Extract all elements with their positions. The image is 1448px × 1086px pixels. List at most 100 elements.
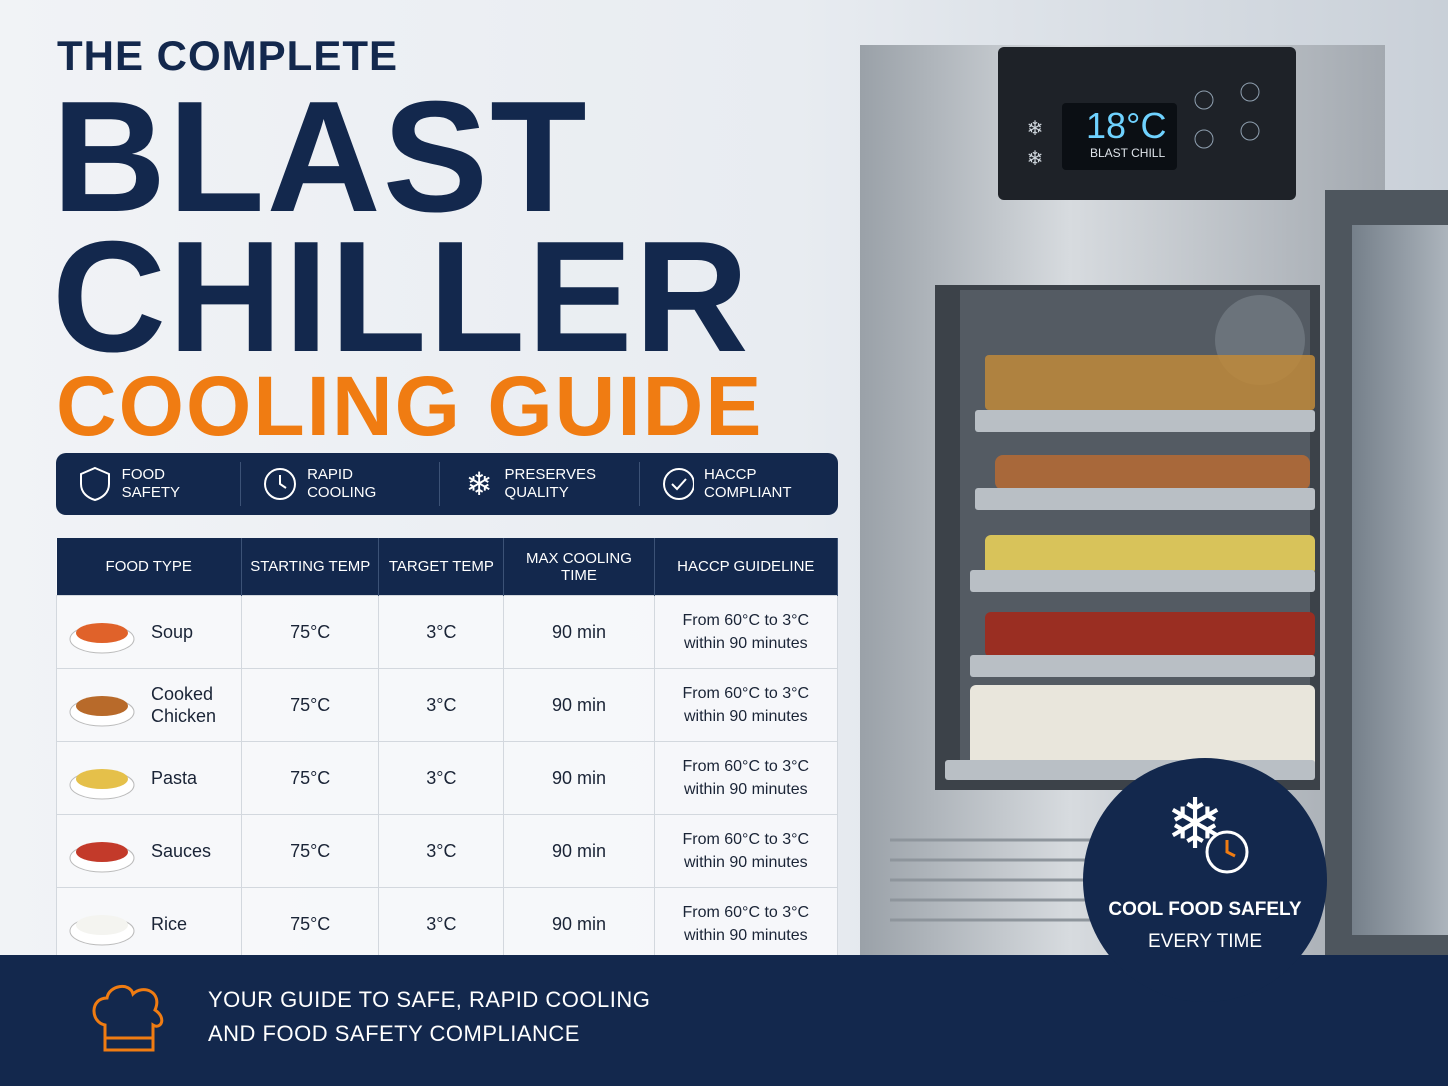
callout-subtitle: EVERY TIME (1147, 931, 1263, 952)
table-cell: From 60°C to 3°C within 90 minutes (653, 814, 839, 888)
table-cell: 75°C (240, 814, 380, 888)
cell-text: From 60°C to 3°C within 90 minutes (682, 611, 810, 652)
table-cell: 90 min (503, 741, 655, 815)
food-icon (69, 842, 135, 873)
table-cell: Rice (56, 887, 242, 961)
cell-text: 90 min (551, 840, 606, 861)
svg-text:❄: ❄ (1027, 118, 1044, 140)
cell-text: 75°C (290, 767, 331, 788)
header-row: FOOD TYPE STARTING TEMP TARGET TEMP MAX COO… (56, 538, 839, 596)
table-cell: Cooked Chicken (56, 668, 242, 742)
cell-text: 75°C (290, 694, 331, 715)
table-cell: 90 min (503, 814, 655, 888)
feature-label: PRESERVES QUALITY (504, 466, 596, 501)
food-icon (69, 769, 135, 800)
feature-label: FOOD SAFETY (121, 466, 181, 501)
feature: HACCP COMPLIANT (640, 462, 838, 506)
column-header: TARGET TEMP (378, 538, 505, 596)
table-cell: 90 min (503, 887, 655, 961)
svg-text:❄: ❄ (466, 467, 493, 501)
feature-bar: FOOD SAFETY RAPID COOLING ❄ PRESERVES QUA… (56, 453, 838, 515)
cell-text: 75°C (290, 621, 331, 642)
table-cell: From 60°C to 3°C within 90 minutes (653, 741, 839, 815)
food-cell: Cooked Chicken (67, 680, 240, 730)
food-icon (69, 623, 135, 654)
food-cell: Pasta (67, 753, 240, 803)
food-name: Sauces (151, 840, 212, 861)
title-line: CHILLER (52, 209, 751, 385)
snow-icon: ❄ (466, 467, 493, 501)
column-header: MAX COOLING TIME (503, 538, 655, 596)
food-name: Cooked Chicken (151, 683, 217, 727)
cell-text: 3°C (426, 840, 457, 861)
cell-text: 3°C (426, 694, 457, 715)
table-cell: From 60°C to 3°C within 90 minutes (653, 668, 839, 742)
table-cell: 90 min (503, 595, 655, 669)
callout-title: COOL FOOD SAFELY (1108, 899, 1302, 920)
table-cell: Soup (56, 595, 242, 669)
svg-text:❄: ❄ (1027, 148, 1044, 170)
cell-text: 90 min (551, 694, 606, 715)
table-cell: 75°C (240, 741, 380, 815)
cell-text: 75°C (290, 840, 331, 861)
table-cell: 3°C (378, 741, 505, 815)
chef-hat-icon (92, 985, 164, 1052)
table-row: Pasta 75°C 3°C 90 min From 60°C to 3°C withi… (56, 741, 839, 815)
food-cell: Rice (67, 899, 240, 949)
title-line: BLAST (52, 69, 589, 245)
table-row: Rice 75°C 3°C 90 min From 60°C to 3°C within… (56, 887, 839, 961)
cell-text: From 60°C to 3°C within 90 minutes (682, 757, 810, 798)
cell-text: 90 min (551, 767, 606, 788)
table-cell: 3°C (378, 595, 505, 669)
column-header: FOOD TYPE (56, 538, 242, 596)
column-header: STARTING TEMP (241, 538, 380, 596)
table-row: Soup 75°C 3°C 90 min From 60°C to 3°C within… (56, 595, 839, 669)
check-icon (662, 468, 694, 500)
table-row: Sauces 75°C 3°C 90 min From 60°C to 3°C with… (56, 814, 839, 888)
table-cell: 3°C (378, 887, 505, 961)
table-cell: 75°C (240, 668, 380, 742)
column-header: HACCP GUIDELINE (654, 538, 839, 596)
feature: RAPID COOLING (241, 462, 441, 506)
feature: ❄ PRESERVES QUALITY (440, 462, 640, 506)
table-cell: 3°C (378, 814, 505, 888)
shield-icon (80, 466, 110, 502)
subtitle: COOLING GUIDE (56, 359, 764, 453)
display-mode: BLAST CHILL (1090, 146, 1166, 160)
cooling-table: FOOD TYPE STARTING TEMP TARGET TEMP MAX COO… (56, 538, 839, 961)
food-name: Pasta (151, 767, 198, 788)
food-name: Rice (151, 913, 188, 934)
display-temp: 18°C (1086, 105, 1167, 146)
pre-title: THE COMPLETE (57, 32, 399, 79)
food-cell: Sauces (67, 826, 240, 876)
cell-text: From 60°C to 3°C within 90 minutes (682, 830, 810, 871)
food-icon (69, 696, 135, 727)
cell-text: 3°C (426, 913, 457, 934)
feature-label: HACCP COMPLIANT (704, 466, 792, 501)
food-icon (69, 915, 135, 946)
feature-label: RAPID COOLING (307, 466, 377, 501)
table-cell: 90 min (503, 668, 655, 742)
clock-icon (264, 468, 297, 500)
footer-line: YOUR GUIDE TO SAFE, RAPID COOLING (208, 987, 651, 1012)
table-cell: 75°C (240, 887, 380, 961)
cell-text: 90 min (551, 913, 606, 934)
snow-clock-icon: ❄ (1166, 785, 1249, 874)
table-cell: Sauces (56, 814, 242, 888)
table-cell: Pasta (56, 741, 242, 815)
cell-text: 3°C (426, 621, 457, 642)
cell-text: 3°C (426, 767, 457, 788)
table-row: Cooked Chicken 75°C 3°C 90 min From 60°C to … (56, 668, 839, 742)
cell-text: 90 min (551, 621, 606, 642)
food-cell: Soup (67, 607, 240, 657)
feature: FOOD SAFETY (56, 462, 242, 506)
cell-text: 75°C (290, 913, 331, 934)
callout-badge: ❄ COOL FOOD SAFELY EVERY TIME (1083, 758, 1327, 1002)
cell-text: From 60°C to 3°C within 90 minutes (682, 903, 810, 944)
footer-text: YOUR GUIDE TO SAFE, RAPID COOLING AND FO… (208, 983, 650, 1051)
table-cell: From 60°C to 3°C within 90 minutes (653, 595, 839, 669)
cell-text: From 60°C to 3°C within 90 minutes (682, 684, 810, 725)
table-cell: 3°C (378, 668, 505, 742)
